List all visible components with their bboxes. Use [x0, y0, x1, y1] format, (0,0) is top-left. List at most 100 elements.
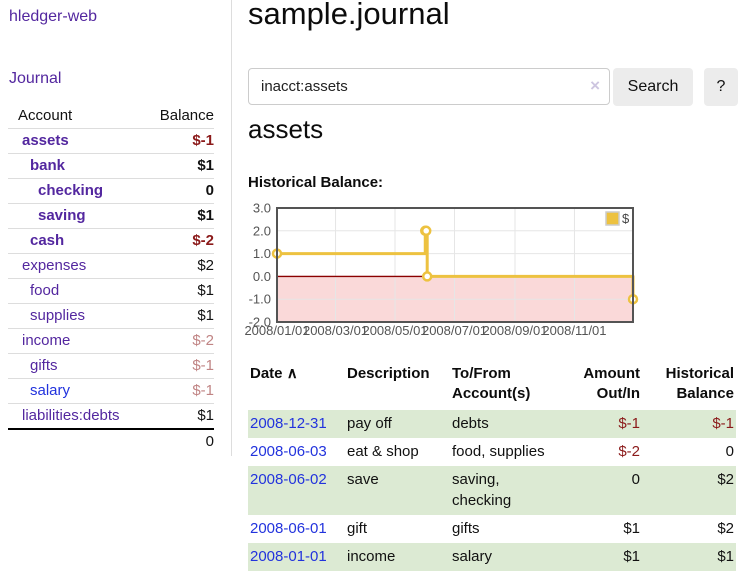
transaction-balance: $2 — [717, 520, 734, 537]
balance-column-header-register: Historical Balance — [665, 365, 734, 402]
sidebar-account-row: assets $-1 — [8, 128, 214, 154]
register-header-row: Date ∧ Description To/From Account(s) Am… — [248, 361, 736, 410]
search-box: × — [248, 68, 610, 105]
transaction-balance: 0 — [725, 443, 734, 460]
account-balance: $1 — [146, 403, 214, 429]
brand-link[interactable]: hledger-web — [9, 8, 98, 25]
account-balance: $-2 — [146, 328, 214, 354]
transaction-row: 2008-06-03 eat & shop food, supplies $-2 0 — [248, 438, 736, 466]
transaction-date-link[interactable]: 2008-06-01 — [250, 520, 327, 537]
page-title: sample.journal — [248, 0, 450, 31]
account-link-food[interactable]: food — [30, 282, 60, 299]
transaction-description: save — [347, 471, 379, 488]
svg-text:2008/01/01: 2008/01/01 — [244, 323, 309, 338]
account-link-liabilities-debts[interactable]: liabilities:debts — [22, 407, 120, 424]
account-balance: $-1 — [146, 128, 214, 154]
account-link-supplies[interactable]: supplies — [30, 307, 86, 324]
search-button[interactable]: Search — [613, 68, 693, 106]
account-link-checking[interactable]: checking — [38, 182, 104, 199]
account-link-gifts[interactable]: gifts — [30, 357, 58, 374]
sidebar-account-row: food $1 — [8, 278, 214, 304]
svg-text:2008/03/01: 2008/03/01 — [303, 323, 368, 338]
account-link-assets[interactable]: assets — [22, 132, 69, 149]
transaction-amount: $1 — [623, 548, 640, 565]
search-form: × Search ? — [248, 68, 740, 106]
account-link-bank[interactable]: bank — [30, 157, 66, 174]
sidebar-account-row: supplies $1 — [8, 303, 214, 329]
transaction-amount: $-2 — [618, 443, 640, 460]
accounts-total-row: 0 — [8, 428, 214, 454]
account-balance: $1 — [146, 153, 214, 179]
sidebar-account-row: cash $-2 — [8, 228, 214, 254]
sort-asc-icon: ∧ — [286, 365, 298, 382]
account-balance: $-2 — [146, 228, 214, 254]
transaction-date-link[interactable]: 2008-06-03 — [250, 443, 327, 460]
search-input[interactable] — [249, 69, 609, 104]
account-link-cash[interactable]: cash — [30, 232, 65, 249]
account-link-income[interactable]: income — [22, 332, 71, 349]
transaction-balance: $2 — [717, 471, 734, 488]
transaction-accounts: food, supplies — [452, 443, 545, 460]
description-column-header: Description — [347, 365, 430, 382]
sidebar-accounts-body: assets $-1 bank $1 checking 0 saving $1 cash $-2 e… — [8, 128, 214, 429]
svg-text:1.0: 1.0 — [253, 246, 271, 261]
help-button[interactable]: ? — [704, 68, 738, 106]
svg-text:2008/05/01: 2008/05/01 — [362, 323, 427, 338]
sidebar-account-row: gifts $-1 — [8, 353, 214, 379]
sidebar-account-row: salary $-1 — [8, 378, 214, 404]
transaction-accounts: gifts — [452, 520, 480, 537]
chart-canvas: 3.0 2.0 1.0 0.0 -1.0 -2.02008/01/012008/03/01… — [244, 201, 639, 338]
transaction-balance: $1 — [717, 548, 734, 565]
transaction-balance: $-1 — [712, 415, 734, 432]
transaction-accounts: salary — [452, 548, 493, 565]
transaction-description: gift — [347, 520, 368, 537]
account-balance: $1 — [146, 203, 214, 229]
accounts-total-value: 0 — [8, 428, 214, 454]
account-column-header: Account — [18, 107, 73, 124]
transaction-description: income — [347, 548, 396, 565]
svg-text:2008/09/01: 2008/09/01 — [482, 323, 547, 338]
svg-text:2008/11/01: 2008/11/01 — [542, 323, 606, 338]
account-link-salary[interactable]: salary — [30, 382, 71, 399]
transaction-row: 2008-06-01 gift gifts $1 $2 — [248, 515, 736, 543]
register-body: 2008-12-31 pay off debts $-1 $-1 2008-06-03 ea… — [248, 410, 736, 571]
transaction-description: pay off — [347, 415, 392, 432]
transaction-row: 2008-12-31 pay off debts $-1 $-1 — [248, 410, 736, 438]
svg-text:-2.0: -2.0 — [249, 315, 271, 330]
main-content: sample.journal × Search ? assets Histori… — [244, 0, 742, 582]
date-column-header: Date ∧ — [250, 365, 298, 382]
account-balance: $2 — [146, 253, 214, 279]
svg-text:2.0: 2.0 — [253, 223, 271, 238]
transaction-description: eat & shop — [347, 443, 419, 460]
account-balance: $-1 — [146, 378, 214, 404]
transaction-accounts: saving, checking — [452, 471, 512, 509]
sidebar-account-row: liabilities:debts $1 — [8, 403, 214, 429]
accounts-column-header: To/From Account(s) — [452, 365, 531, 402]
account-link-saving[interactable]: saving — [38, 207, 86, 224]
transaction-amount: 0 — [631, 471, 640, 488]
transaction-date-link[interactable]: 2008-12-31 — [250, 415, 327, 432]
accounts-table-header: Account Balance — [8, 104, 214, 129]
sidebar: hledger-web Journal Account Balance asse… — [0, 0, 232, 456]
transaction-date-link[interactable]: 2008-01-01 — [250, 548, 327, 565]
sidebar-account-row: income $-2 — [8, 328, 214, 354]
transaction-date-link[interactable]: 2008-06-02 — [250, 471, 327, 488]
account-balance: $-1 — [146, 353, 214, 379]
account-balance: $1 — [146, 303, 214, 329]
svg-text:0.0: 0.0 — [253, 269, 271, 284]
chart-legend-label: $ — [622, 211, 630, 226]
transaction-row: 2008-06-02 save saving, checking 0 $2 — [248, 466, 736, 515]
clear-search-icon[interactable]: × — [590, 76, 600, 95]
balance-column-header: Balance — [159, 107, 214, 124]
svg-text:-1.0: -1.0 — [249, 292, 271, 307]
svg-text:3.0: 3.0 — [253, 201, 271, 216]
sidebar-item-journal[interactable]: Journal — [9, 70, 62, 87]
accounts-table: Account Balance assets $-1 bank $1 checking 0… — [8, 104, 214, 454]
sidebar-account-row: expenses $2 — [8, 253, 214, 279]
historical-balance-chart: 3.0 2.0 1.0 0.0 -1.0 -2.0 2008/01/01 2008/03/01… — [243, 198, 641, 348]
chart-heading: Historical Balance: — [248, 174, 384, 191]
sidebar-account-row: checking 0 — [8, 178, 214, 204]
transaction-amount: $-1 — [618, 415, 640, 432]
transaction-row: 2008-01-01 income salary $1 $1 — [248, 543, 736, 571]
account-link-expenses[interactable]: expenses — [22, 257, 87, 274]
